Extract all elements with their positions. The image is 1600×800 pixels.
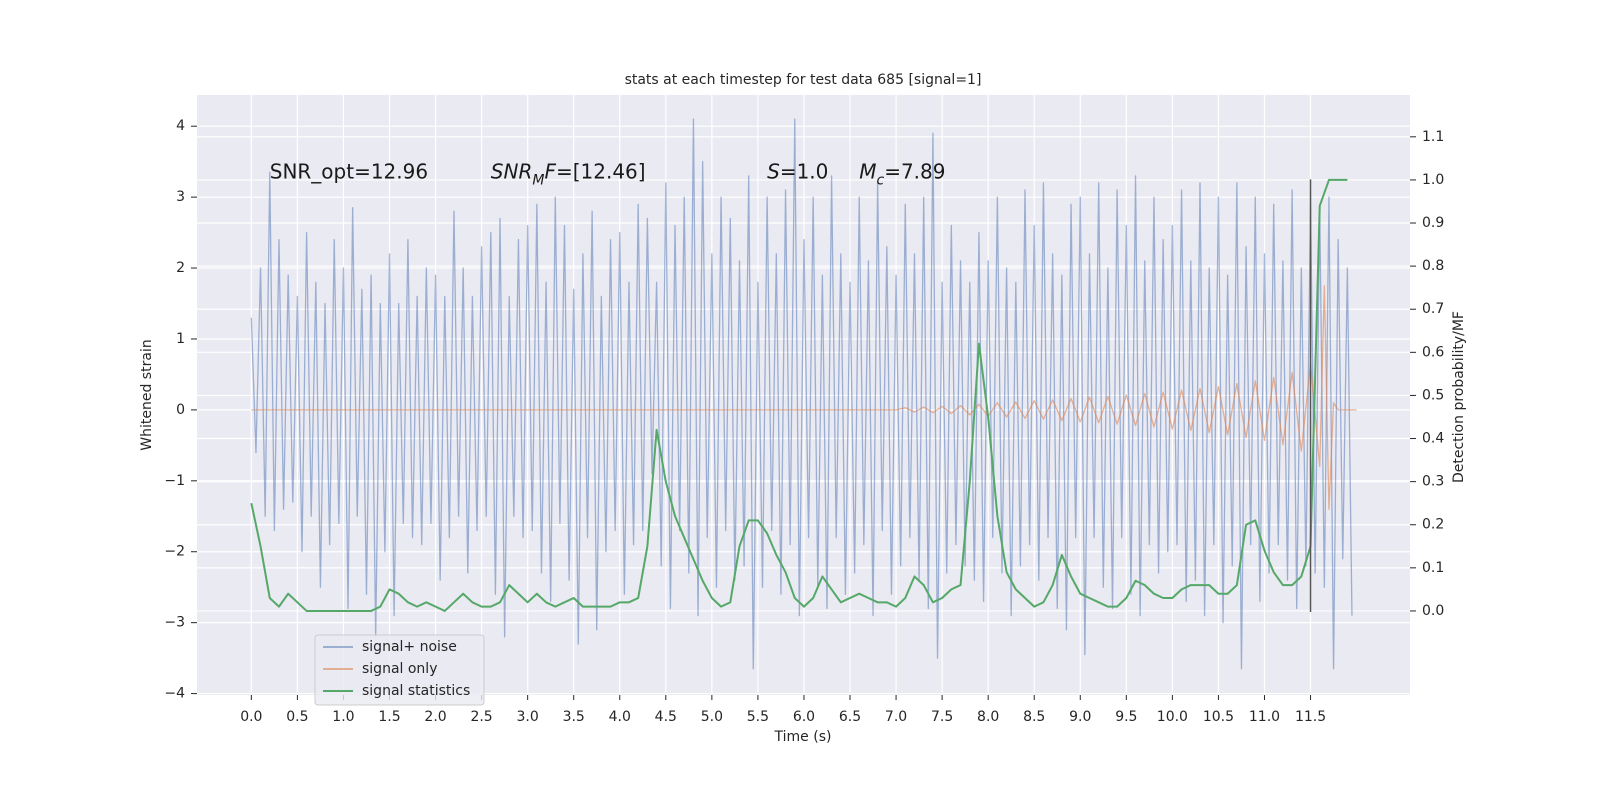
y-tick-label: 4	[176, 118, 185, 134]
y2-tick-label: 0.8	[1422, 258, 1444, 274]
series-line	[250, 178, 1348, 612]
x-tick-label: 8.0	[977, 709, 999, 725]
annotation-part: M	[859, 159, 876, 183]
legend: signal+ noise signal only signal statistic…	[314, 634, 485, 706]
y2-tick-label: 0.1	[1422, 560, 1444, 576]
series-line	[251, 285, 1357, 510]
y2-tick-label: 0.3	[1422, 474, 1444, 490]
x-tick-label: 2.5	[470, 709, 492, 725]
annotation-part: S	[767, 159, 780, 183]
y-axis-label: Whitened strain	[139, 339, 155, 450]
annotation-part: c	[876, 172, 884, 188]
y2-axis-label: Detection probability/MF	[1451, 311, 1467, 483]
annotation-part: =[12.46]	[556, 159, 646, 183]
annotation-part: =1.0	[780, 159, 829, 183]
x-axis-label: Time (s)	[774, 729, 832, 745]
annotation-part: SNR	[491, 159, 533, 183]
annotation: Mc=7.89	[859, 159, 945, 189]
y2-tick-label: 0.5	[1422, 387, 1444, 403]
legend-box	[314, 634, 485, 706]
x-tick-label: 11.5	[1295, 709, 1326, 725]
annotation-part: M	[532, 172, 544, 188]
x-tick-label: 10.0	[1157, 709, 1188, 725]
x-tick-label: 11.0	[1249, 709, 1280, 725]
x-tick-label: 1.0	[332, 709, 354, 725]
y-tick-label: 3	[176, 189, 185, 205]
legend-label: signal+ noise	[362, 639, 457, 655]
annotation-part: F	[544, 159, 556, 183]
series-line	[250, 118, 1353, 670]
y2-tick-label: 0.6	[1422, 344, 1444, 360]
y-tick-label: 1	[176, 331, 185, 347]
x-tick-label: 7.0	[885, 709, 907, 725]
x-tick-label: 4.5	[655, 709, 677, 725]
x-tick-label: 7.5	[931, 709, 953, 725]
x-tick-label: 9.5	[1115, 709, 1137, 725]
y2-tick-label: 0.7	[1422, 301, 1444, 317]
x-tick-label: 5.0	[701, 709, 723, 725]
y-tick-label: 0	[176, 402, 185, 418]
annotation-part: SNR_opt=12.96	[270, 159, 428, 183]
x-tick-label: 8.5	[1023, 709, 1045, 725]
y2-tick-label: 0.0	[1422, 603, 1444, 619]
y-tick-label: 2	[176, 260, 185, 276]
annotation: S=1.0	[767, 159, 828, 183]
y2-tick-label: 1.0	[1422, 172, 1444, 188]
y-tick-label: −3	[164, 615, 185, 631]
x-tick-label: 3.5	[563, 709, 585, 725]
x-tick-label: 6.5	[839, 709, 861, 725]
y-tick-label: −4	[164, 686, 185, 702]
x-tick-label: 10.5	[1203, 709, 1234, 725]
legend-label: signal only	[362, 661, 437, 677]
x-tick-label: 6.0	[793, 709, 815, 725]
legend-label: signal statistics	[362, 683, 470, 699]
y2-tick-label: 0.4	[1422, 431, 1444, 447]
x-tick-label: 4.0	[609, 709, 631, 725]
x-tick-label: 5.5	[747, 709, 769, 725]
chart-title: stats at each timestep for test data 685…	[625, 72, 982, 88]
x-tick-label: 9.0	[1069, 709, 1091, 725]
annotation: SNRMF=[12.46]	[491, 159, 646, 189]
x-tick-label: 0.5	[286, 709, 308, 725]
x-tick-label: 2.0	[424, 709, 446, 725]
y-tick-label: −1	[164, 473, 185, 489]
y2-tick-label: 0.2	[1422, 517, 1444, 533]
annotation: SNR_opt=12.96	[270, 159, 428, 183]
y-tick-label: −2	[164, 544, 185, 560]
annotation-part: =7.89	[884, 159, 945, 183]
y2-tick-label: 0.9	[1422, 215, 1444, 231]
y2-tick-label: 1.1	[1422, 129, 1444, 145]
x-tick-label: 0.0	[240, 709, 262, 725]
x-tick-label: 1.5	[378, 709, 400, 725]
x-tick-label: 3.0	[517, 709, 539, 725]
